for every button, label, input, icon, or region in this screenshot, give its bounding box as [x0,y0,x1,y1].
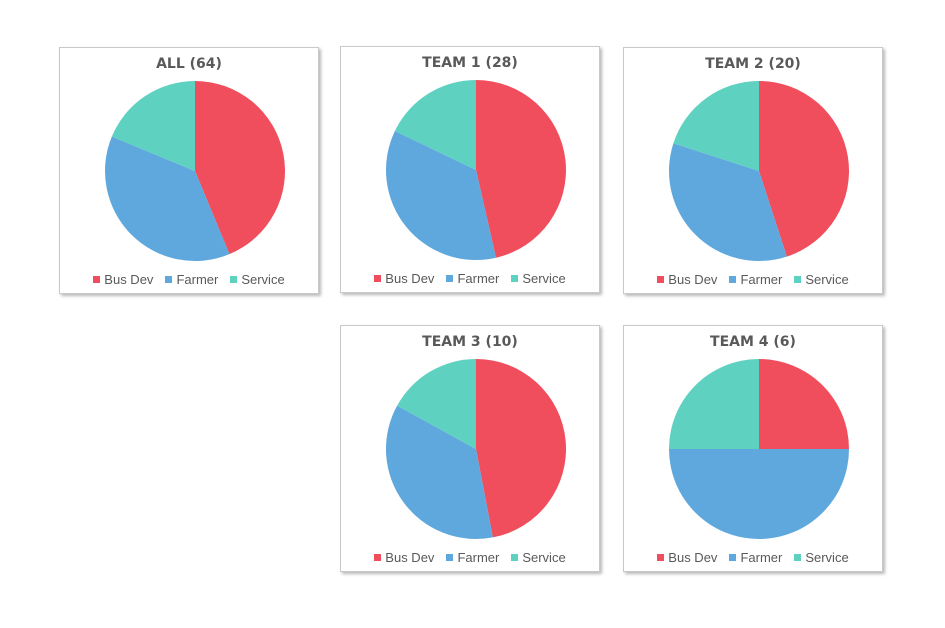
legend-label: Service [241,272,285,287]
pie-slice-farmer [668,143,787,262]
legend-label: Farmer [740,550,783,565]
chart-title: ALL (64) [156,56,222,72]
legend-label: Farmer [457,550,500,565]
legend-label: Bus Dev [104,272,154,287]
legend-item-bus-dev: Bus Dev [657,550,717,565]
legend-label: Farmer [176,272,219,287]
pie-slice-farmer [385,130,497,260]
legend-item-service: Service [794,272,849,287]
legend-label: Farmer [740,272,783,287]
pie-slice-bus-dev [759,359,849,449]
legend-label: Bus Dev [668,550,718,565]
chart-title: TEAM 3 (10) [422,334,518,350]
legend-item-service: Service [230,272,285,287]
legend-item-farmer: Farmer [729,550,782,565]
legend-item-service: Service [511,550,566,565]
pie-chart-team-4 [669,359,849,539]
pie-slice-bus-dev [476,80,566,258]
chart-card-all: ALL (64) Bus Dev Farmer Service [59,47,319,294]
pie-slice-farmer [669,449,849,539]
legend-swatch-farmer [729,554,737,561]
chart-legend: Bus Dev Farmer Service [624,272,882,287]
chart-card-team-1: TEAM 1 (28) Bus Dev Farmer Service [340,46,600,293]
legend-label: Bus Dev [385,271,435,286]
legend-swatch-bus-dev [374,554,382,561]
legend-item-bus-dev: Bus Dev [374,550,434,565]
chart-card-team-2: TEAM 2 (20) Bus Dev Farmer Service [623,47,883,294]
legend-label: Farmer [457,271,500,286]
pie-chart-team-3 [385,359,567,540]
legend-item-service: Service [794,550,849,565]
chart-legend: Bus Dev Farmer Service [60,272,318,287]
legend-swatch-farmer [165,276,173,283]
pie-chart-team-1 [385,80,566,260]
legend-item-bus-dev: Bus Dev [657,272,717,287]
legend-label: Bus Dev [668,272,718,287]
pie-slice-service [397,359,476,449]
legend-item-bus-dev: Bus Dev [93,272,153,287]
legend-swatch-bus-dev [93,276,101,283]
chart-title: TEAM 1 (28) [422,55,518,71]
legend-swatch-service [794,554,802,561]
legend-item-farmer: Farmer [446,550,499,565]
legend-item-service: Service [511,271,566,286]
pie-slice-service [669,359,759,449]
chart-legend: Bus Dev Farmer Service [341,550,599,565]
pie-slice-bus-dev [195,81,286,255]
legend-swatch-service [511,554,519,561]
pie-slice-farmer [385,405,493,540]
legend-label: Service [805,272,849,287]
pie-chart-all [104,81,286,262]
legend-item-farmer: Farmer [165,272,218,287]
legend-item-farmer: Farmer [446,271,499,286]
legend-item-farmer: Farmer [729,272,782,287]
legend-swatch-farmer [446,554,454,561]
legend-swatch-bus-dev [657,276,665,283]
pie-slice-service [111,81,195,171]
legend-label: Service [805,550,849,565]
chart-legend: Bus Dev Farmer Service [341,271,599,286]
legend-swatch-farmer [446,275,454,282]
legend-item-bus-dev: Bus Dev [374,271,434,286]
legend-swatch-service [230,276,238,283]
pie-slice-service [394,80,476,170]
chart-legend: Bus Dev Farmer Service [624,550,882,565]
legend-swatch-bus-dev [374,275,382,282]
legend-swatch-service [511,275,519,282]
pie-slice-bus-dev [759,81,850,257]
legend-swatch-farmer [729,276,737,283]
pie-slice-bus-dev [476,359,567,538]
chart-title: TEAM 4 (6) [710,334,796,350]
legend-label: Service [522,550,566,565]
pie-chart-team-2 [668,81,850,262]
chart-title: TEAM 2 (20) [705,56,801,72]
legend-swatch-bus-dev [657,554,665,561]
chart-card-team-3: TEAM 3 (10) Bus Dev Farmer Service [340,325,600,572]
chart-card-team-4: TEAM 4 (6) Bus Dev Farmer Service [623,325,883,572]
legend-swatch-service [794,276,802,283]
pie-slice-service [673,81,759,171]
legend-label: Bus Dev [385,550,435,565]
pie-slice-farmer [104,136,230,262]
legend-label: Service [522,271,566,286]
